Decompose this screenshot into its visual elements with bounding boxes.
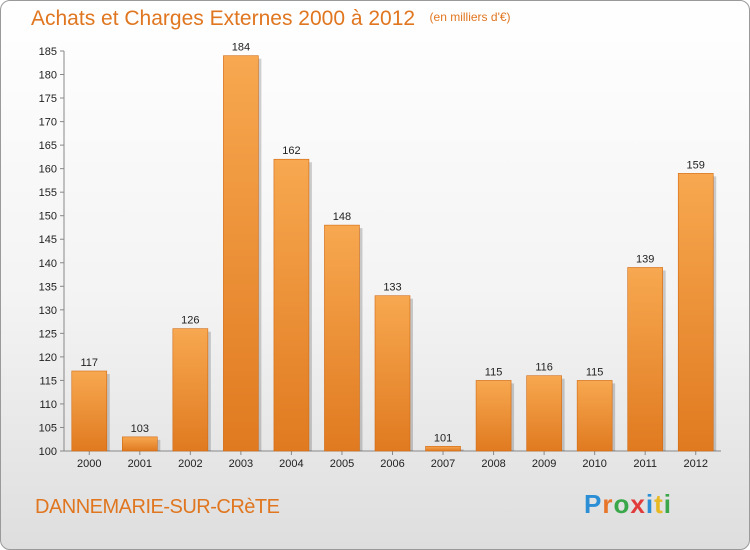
x-tick-label-2002: 2002 <box>178 458 202 470</box>
chart-subtitle: (en milliers d'€) <box>429 10 511 24</box>
logo-letter: o <box>613 489 631 519</box>
x-tick-label-2007: 2007 <box>431 458 455 470</box>
chart-title: Achats et Charges Externes 2000 à 2012 <box>31 7 416 30</box>
x-tick-label-2012: 2012 <box>683 458 707 470</box>
value-label-2008: 115 <box>485 366 503 378</box>
y-tick-label: 105 <box>39 422 57 434</box>
title-row: Achats et Charges Externes 2000 à 2012 (… <box>31 7 511 31</box>
bar-2008 <box>475 380 512 452</box>
bar-2004 <box>273 158 310 452</box>
y-tick-label: 150 <box>39 211 57 223</box>
proxiti-logo[interactable]: Proxiti <box>584 489 672 520</box>
value-label-2009: 116 <box>535 362 553 374</box>
chart-labels: 117 2000 103 2001 126 2002 184 2003 162 2004 148 20… <box>77 42 708 470</box>
bar-2007 <box>425 445 461 452</box>
value-label-2004: 162 <box>282 145 300 157</box>
y-tick-label: 135 <box>39 281 57 293</box>
bar-2009 <box>526 375 562 452</box>
logo-letter: P <box>584 489 603 519</box>
x-tick-label-2005: 2005 <box>330 458 354 470</box>
y-tick-label: 110 <box>39 399 57 411</box>
y-tick-label: 165 <box>39 140 57 152</box>
logo-letter: t <box>654 489 664 519</box>
value-label-2002: 126 <box>181 315 199 327</box>
logo-letter: i <box>663 489 672 519</box>
value-label-2012: 159 <box>687 159 705 171</box>
x-tick-label-2000: 2000 <box>77 458 101 470</box>
x-tick-label-2011: 2011 <box>633 458 657 470</box>
y-tick-label: 170 <box>39 117 57 129</box>
x-tick-label-2006: 2006 <box>380 458 404 470</box>
y-tick-label: 125 <box>39 328 57 340</box>
y-tick-label: 140 <box>39 258 57 270</box>
bar-2011 <box>627 267 663 452</box>
y-tick-label: 175 <box>39 93 57 105</box>
bar-2003 <box>223 55 259 452</box>
town-name: DANNEMARIE-SUR-CRèTE <box>35 496 280 518</box>
bar-2005 <box>324 224 360 452</box>
bar-2001 <box>122 436 158 452</box>
x-tick-label-2003: 2003 <box>229 458 253 470</box>
logo-letter: i <box>645 489 655 519</box>
y-tick-label: 180 <box>39 70 57 82</box>
value-label-2003: 184 <box>232 42 250 54</box>
x-tick-label-2008: 2008 <box>481 458 505 470</box>
y-tick-label: 120 <box>39 352 57 364</box>
bar-2002 <box>172 328 209 452</box>
y-tick-label: 145 <box>39 234 57 246</box>
value-label-2001: 103 <box>131 423 149 435</box>
y-tick-label: 160 <box>39 164 57 176</box>
x-tick-label-2010: 2010 <box>582 458 606 470</box>
value-label-2000: 117 <box>80 357 98 369</box>
x-tick-label-2009: 2009 <box>532 458 556 470</box>
value-label-2007: 101 <box>434 432 452 444</box>
bar-2012 <box>677 173 714 452</box>
x-tick-label-2001: 2001 <box>128 458 152 470</box>
logo-letter: x <box>630 489 646 519</box>
bar-2006 <box>374 295 411 452</box>
y-tick-label: 155 <box>39 187 57 199</box>
y-tick-label: 115 <box>39 375 57 387</box>
x-tick-label-2004: 2004 <box>279 458 303 470</box>
bar-2000 <box>71 370 108 452</box>
y-tick-label: 185 <box>39 46 57 58</box>
chart-bars <box>71 55 717 452</box>
value-label-2005: 148 <box>333 211 351 223</box>
y-tick-label: 130 <box>39 305 57 317</box>
logo-letter: r <box>602 489 614 519</box>
value-label-2010: 115 <box>586 366 604 378</box>
value-label-2006: 133 <box>383 282 401 294</box>
value-label-2011: 139 <box>636 253 654 265</box>
bar-2010 <box>576 380 613 452</box>
y-tick-label: 100 <box>39 446 57 458</box>
